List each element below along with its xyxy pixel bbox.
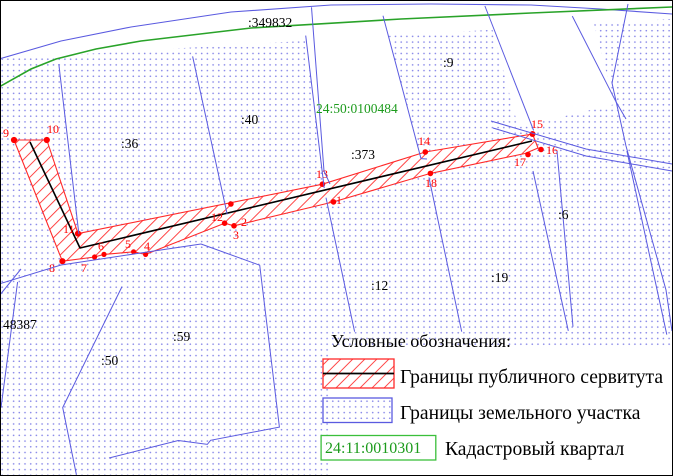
svg-text::373: :373 (351, 147, 375, 162)
svg-text::6: :6 (558, 207, 569, 222)
svg-text:16: 16 (546, 143, 558, 157)
svg-text::12: :12 (371, 278, 388, 293)
svg-text::59: :59 (173, 329, 191, 344)
svg-text::19: :19 (491, 270, 509, 285)
svg-text:3: 3 (233, 228, 239, 242)
svg-text:24:50:0100484: 24:50:0100484 (316, 101, 398, 116)
svg-text:5: 5 (125, 237, 131, 251)
svg-text::50: :50 (101, 353, 119, 368)
svg-text:Кадастровый квартал: Кадастровый квартал (445, 439, 624, 460)
svg-text:2: 2 (241, 215, 247, 229)
svg-text::40: :40 (241, 112, 259, 127)
svg-text:4: 4 (144, 239, 150, 253)
svg-text::36: :36 (121, 136, 139, 151)
svg-text::9: :9 (443, 55, 454, 70)
svg-text:Границы публичного сервитута: Границы публичного сервитута (400, 367, 663, 388)
svg-text:6: 6 (98, 239, 104, 253)
svg-text:17: 17 (514, 155, 526, 169)
svg-text:24:11:0010301: 24:11:0010301 (325, 440, 421, 457)
svg-text:Условные обозначения:: Условные обозначения: (331, 331, 511, 351)
svg-text:Границы земельного участка: Границы земельного участка (400, 403, 641, 424)
svg-text::349832: :349832 (248, 15, 292, 30)
svg-text:14: 14 (418, 134, 430, 148)
svg-text:9: 9 (3, 126, 9, 140)
svg-text:48387: 48387 (3, 317, 37, 332)
svg-text:11: 11 (63, 222, 75, 236)
svg-text:12: 12 (211, 210, 223, 224)
svg-text:10: 10 (47, 122, 59, 136)
svg-text:7: 7 (81, 261, 87, 275)
svg-text:1: 1 (336, 193, 342, 207)
